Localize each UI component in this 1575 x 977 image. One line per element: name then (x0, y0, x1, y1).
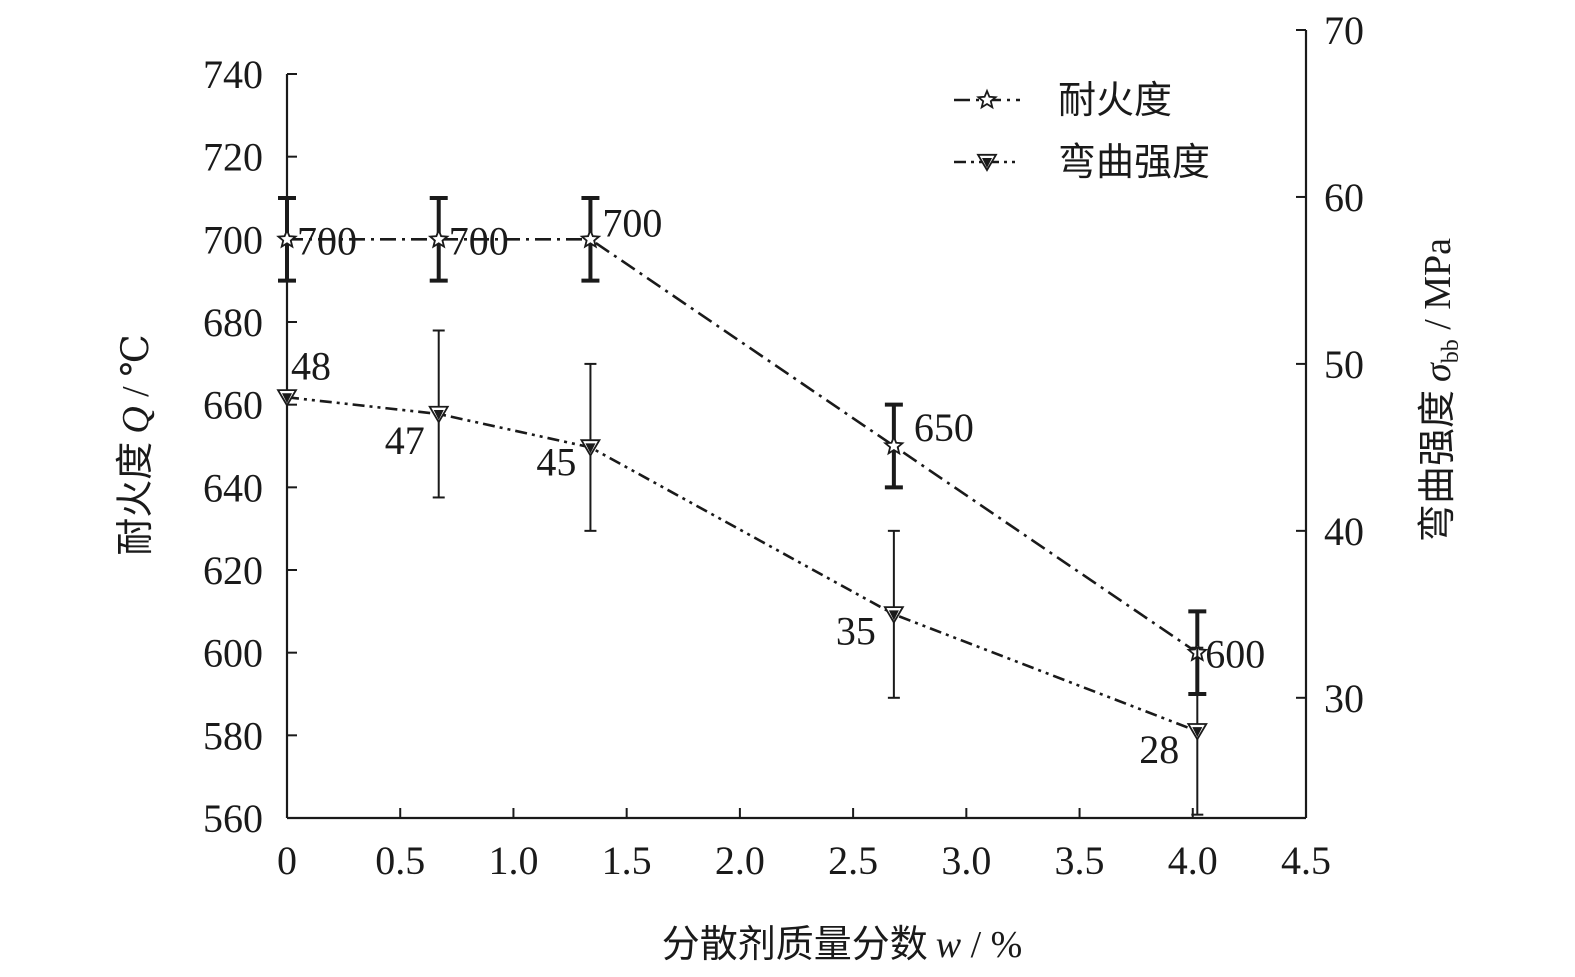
y-tick-label: 600 (203, 631, 263, 676)
left-y-axis-title: 耐火度Q / ℃ (113, 334, 157, 556)
data-label: 45 (536, 439, 576, 484)
x-axis-title: 分散剂质量分数 w / % (662, 922, 1023, 966)
legend-star-marker (976, 88, 998, 110)
star-marker (276, 227, 298, 249)
y2-tick-label: 60 (1324, 175, 1364, 220)
y2-tick-label: 70 (1324, 8, 1364, 53)
y-tick-label: 640 (203, 465, 263, 510)
right-y-axis-ticks: 30 40 50 60 70 (1296, 8, 1364, 721)
triangle-marker-fill (888, 610, 899, 621)
data-labels: 700 700 700 650 600 48 47 45 35 28 (291, 200, 1265, 772)
data-label: 700 (602, 200, 662, 245)
data-label: 650 (914, 405, 974, 450)
x-tick-label: 1.5 (602, 838, 652, 883)
y-tick-label: 580 (203, 713, 263, 758)
star-marker (427, 227, 450, 249)
right-y-axis-title: 弯曲强度σbb / MPa (1415, 238, 1464, 542)
data-label: 48 (291, 343, 331, 388)
x-tick-label: 3.0 (941, 838, 991, 883)
star-marker (882, 434, 905, 456)
triangle-marker-fill (282, 393, 292, 404)
x-tick-label: 1.0 (488, 838, 538, 883)
y-tick-label: 680 (203, 300, 263, 345)
data-label: 700 (297, 218, 357, 263)
y-tick-label: 720 (203, 135, 263, 180)
y-tick-label: 740 (203, 52, 263, 97)
x-axis-ticks: 0 0.5 1.0 1.5 2.0 2.5 3.0 3.5 4.0 4.5 (277, 808, 1331, 883)
star-marker (579, 227, 602, 249)
legend-label: 弯曲强度 (1058, 140, 1210, 184)
y2-tick-label: 40 (1324, 509, 1364, 554)
legend-triangle-fill (982, 158, 992, 168)
triangle-marker-fill (433, 409, 444, 420)
x-tick-label: 0.5 (375, 838, 425, 883)
data-label: 35 (836, 608, 876, 653)
y-tick-label: 560 (203, 796, 263, 841)
legend-label: 耐火度 (1058, 78, 1172, 122)
data-label: 47 (385, 418, 425, 463)
data-label: 28 (1139, 727, 1179, 772)
y2-tick-label: 30 (1324, 676, 1364, 721)
triangle-marker-fill (1192, 727, 1203, 738)
x-tick-label: 4.5 (1281, 838, 1331, 883)
triangle-marker-fill (585, 443, 596, 454)
x-tick-label: 2.5 (828, 838, 878, 883)
x-tick-label: 2.0 (715, 838, 765, 883)
left-y-axis-ticks: 560 580 600 620 640 660 680 700 720 740 (203, 52, 297, 841)
x-tick-label: 0 (277, 838, 297, 883)
data-label: 700 (449, 218, 509, 263)
y2-tick-label: 50 (1324, 342, 1364, 387)
series-layer (276, 196, 1209, 816)
y-tick-label: 700 (203, 217, 263, 262)
y-tick-label: 660 (203, 383, 263, 428)
series-2 (276, 329, 1208, 816)
y-tick-label: 620 (203, 548, 263, 593)
data-label: 600 (1205, 632, 1265, 677)
x-tick-label: 4.0 (1168, 838, 1218, 883)
x-tick-label: 3.5 (1055, 838, 1105, 883)
